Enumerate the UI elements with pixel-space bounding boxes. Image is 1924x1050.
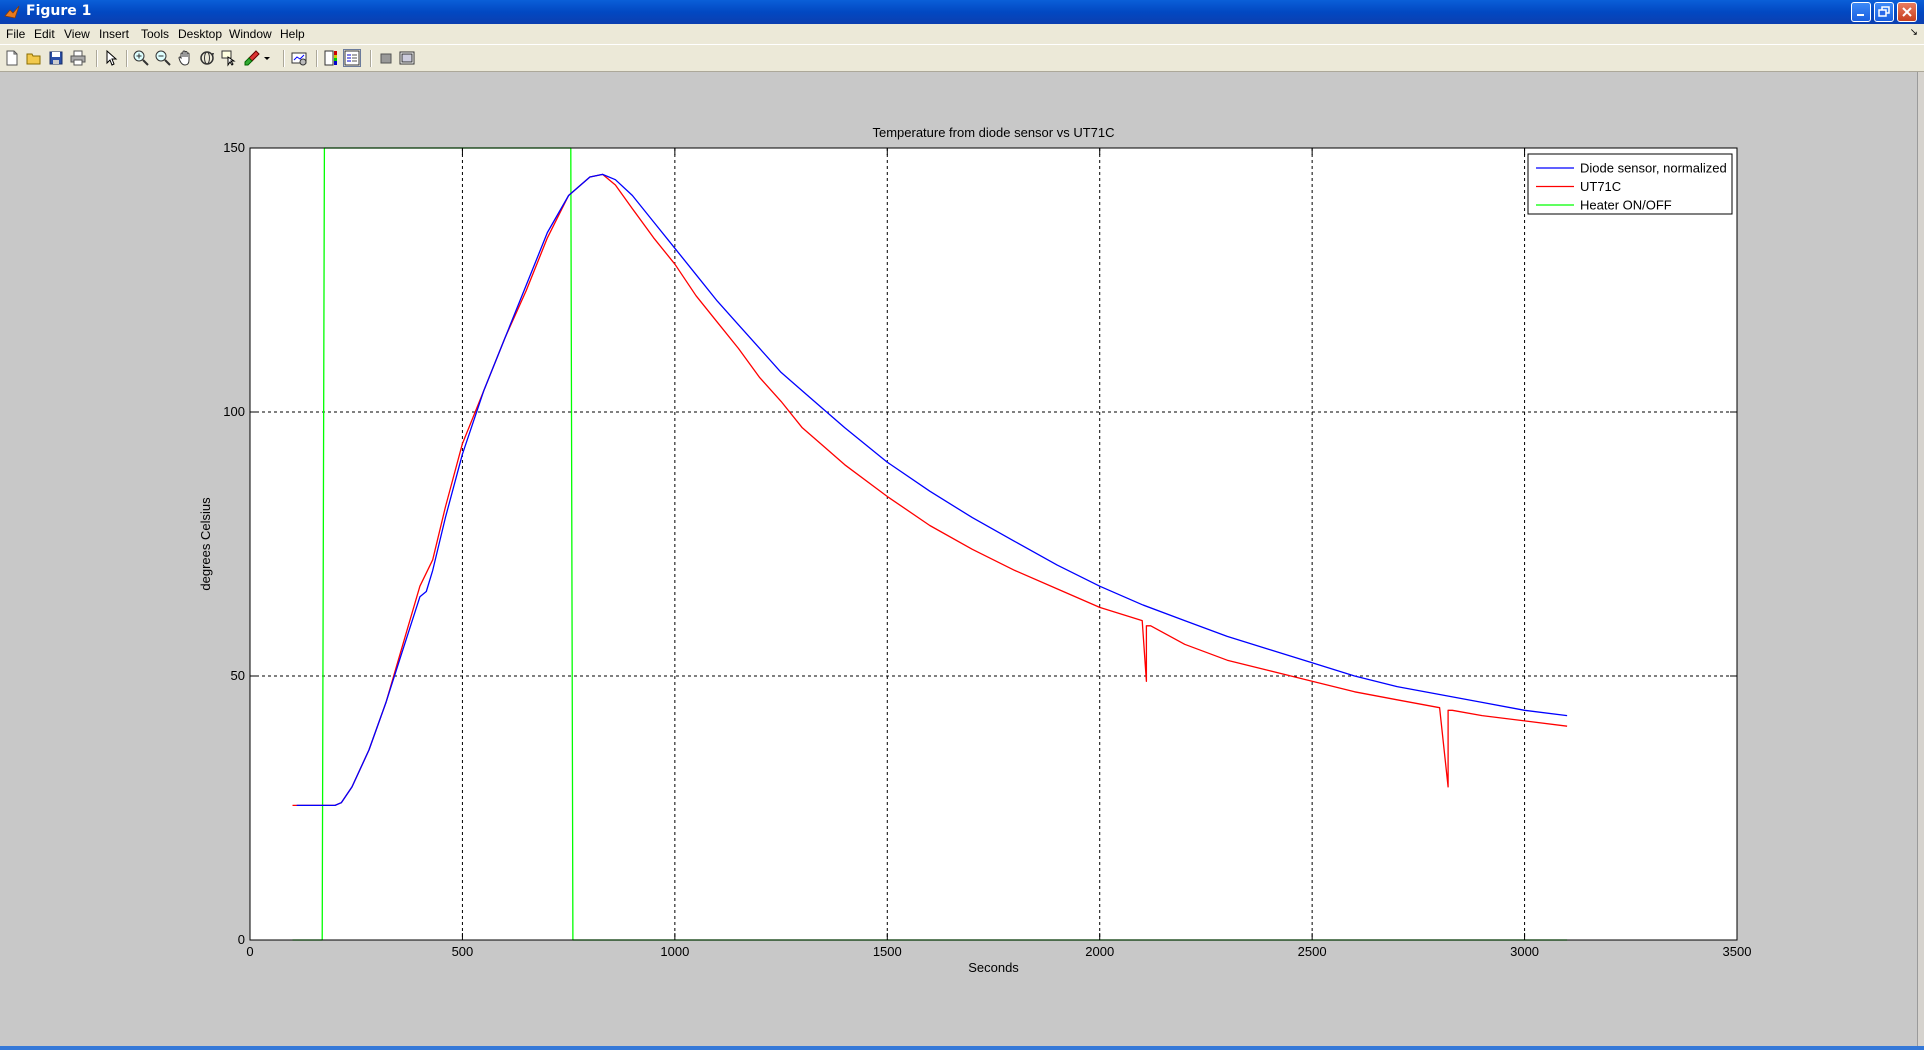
x-tick-label: 500 [452, 944, 474, 959]
menu-desktop[interactable]: Desktop [178, 27, 223, 41]
toolbar-separator [283, 50, 285, 67]
menu-help[interactable]: Help [280, 27, 305, 41]
x-tick-label: 3000 [1510, 944, 1539, 959]
minimize-button[interactable] [1851, 2, 1871, 22]
hide-plot-tools-icon[interactable] [377, 49, 395, 67]
legend-button[interactable] [343, 49, 361, 67]
plot-frame [249, 147, 1738, 941]
x-tick-label: 2000 [1085, 944, 1114, 959]
print-icon[interactable] [69, 49, 87, 67]
data-cursor-icon[interactable] [220, 49, 238, 67]
zoom-in-icon[interactable] [132, 49, 150, 67]
plot-area[interactable] [250, 148, 1737, 940]
menu-edit[interactable]: Edit [34, 27, 55, 41]
x-tick-label: 1500 [873, 944, 902, 959]
save-icon[interactable] [47, 49, 65, 67]
new-figure-icon[interactable] [3, 49, 21, 67]
menu-file[interactable]: File [6, 27, 26, 41]
menu-dock-arrow-icon[interactable]: ↘ [1909, 27, 1918, 38]
y-tick-label: 150 [223, 140, 245, 155]
taskbar-edge [0, 1046, 1924, 1050]
toolbar-separator [316, 50, 318, 67]
legend-box[interactable] [1527, 153, 1733, 215]
figure-canvas: 0 500 1000 1500 2000 2500 3000 3500 0 50 100 150 Te… [0, 72, 1924, 1046]
window-title-bar[interactable]: Figure 1 [0, 0, 1924, 24]
series-line-diode [296, 173, 1568, 807]
pan-icon[interactable] [176, 49, 194, 67]
link-plot-icon[interactable] [290, 49, 308, 67]
right-scroll-strip [1917, 72, 1924, 1046]
matlab-logo-icon [4, 5, 20, 19]
y-axis-title: degrees Celsius [198, 497, 213, 591]
colorbar-icon[interactable] [322, 49, 340, 67]
y-tick-label: 100 [223, 404, 245, 419]
x-tick-label: 2500 [1298, 944, 1327, 959]
menu-view[interactable]: View [64, 27, 90, 41]
menu-insert[interactable]: Insert [99, 27, 130, 41]
grid-lines [250, 148, 1737, 940]
legend-icon [344, 50, 360, 66]
legend-label-diode: Diode sensor, normalized [1580, 161, 1727, 176]
menu-tools[interactable]: Tools [141, 27, 170, 41]
chart: 0 500 1000 1500 2000 2500 3000 3500 0 50 100 150 Te… [198, 125, 1751, 975]
y-tick-label: 0 [238, 932, 245, 947]
figure-toolbar [0, 44, 1924, 72]
open-file-icon[interactable] [25, 49, 43, 67]
toolbar-separator [96, 50, 98, 67]
restore-button[interactable] [1874, 2, 1894, 22]
close-button[interactable] [1897, 2, 1917, 22]
show-plot-tools-icon[interactable] [398, 49, 416, 67]
rotate-3d-icon[interactable] [198, 49, 216, 67]
chart-title: Temperature from diode sensor vs UT71C [872, 125, 1114, 140]
legend-label-ut71c: UT71C [1580, 179, 1621, 194]
brush-dropdown-icon[interactable] [262, 49, 272, 67]
series-line-ut71c [292, 173, 1568, 807]
brush-icon[interactable] [243, 49, 261, 67]
x-tick-label: 1000 [660, 944, 689, 959]
y-tick-label: 50 [231, 668, 245, 683]
pointer-icon[interactable] [102, 49, 120, 67]
toolbar-separator [370, 50, 372, 67]
menu-bar: File Edit View Insert Tools Desktop Wind… [0, 24, 1924, 44]
zoom-out-icon[interactable] [154, 49, 172, 67]
legend[interactable]: Diode sensor, normalized UT71C Heater ON… [1527, 153, 1733, 215]
x-axis-title: Seconds [968, 960, 1019, 975]
legend-label-heater: Heater ON/OFF [1580, 198, 1672, 213]
toolbar-separator [126, 50, 128, 67]
x-tick-label: 0 [246, 944, 253, 959]
x-tick-label: 3500 [1723, 944, 1752, 959]
axis-ticks: 0 500 1000 1500 2000 2500 3000 3500 0 50 100 150 [223, 140, 1751, 959]
menu-window[interactable]: Window [229, 27, 272, 41]
window-title: Figure 1 [26, 3, 92, 19]
